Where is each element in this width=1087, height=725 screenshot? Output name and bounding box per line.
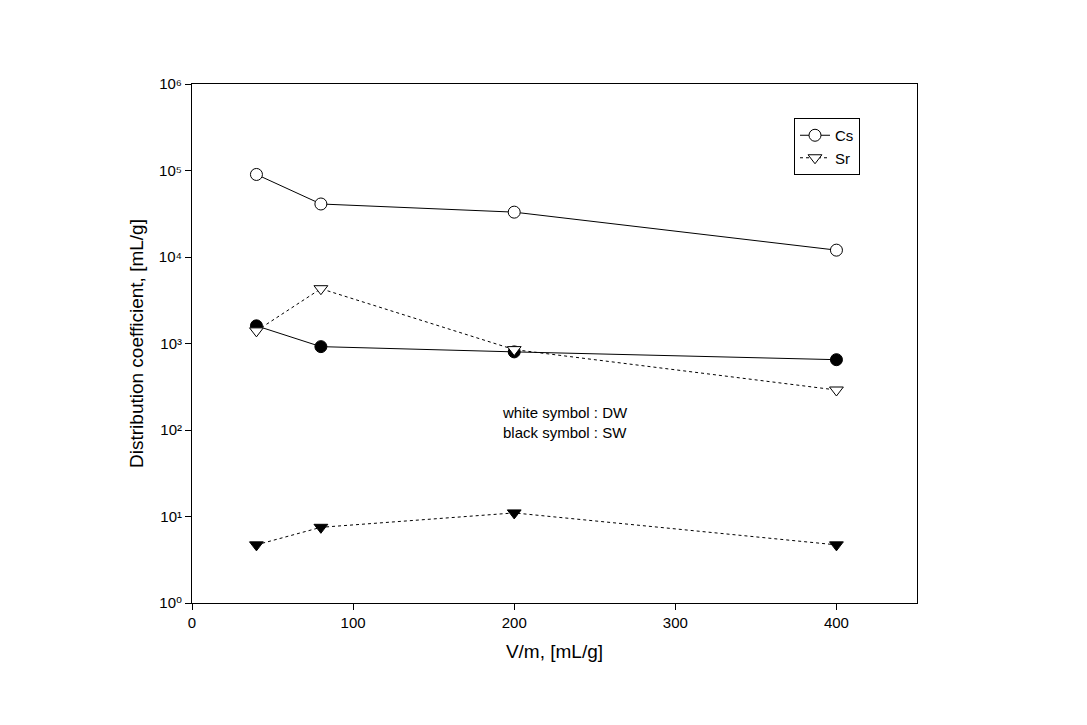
svg-text:100: 100 — [341, 614, 366, 631]
svg-text:white symbol : DWblack symbol: white symbol : DWblack symbol : SW — [502, 404, 628, 441]
svg-text:10²: 10² — [160, 421, 182, 438]
svg-text:10³: 10³ — [160, 335, 182, 352]
svg-text:0: 0 — [188, 614, 196, 631]
svg-text:10⁶: 10⁶ — [159, 75, 182, 92]
svg-text:10⁵: 10⁵ — [159, 162, 182, 179]
svg-text:400: 400 — [824, 614, 849, 631]
svg-text:10⁴: 10⁴ — [159, 248, 182, 265]
svg-text:200: 200 — [502, 614, 527, 631]
svg-text:V/m, [mL/g]: V/m, [mL/g] — [506, 641, 603, 662]
svg-text:10¹: 10¹ — [160, 508, 182, 525]
svg-text:Distribution coefficient, [mL/: Distribution coefficient, [mL/g] — [126, 219, 147, 468]
svg-text:300: 300 — [663, 614, 688, 631]
svg-text:Sr: Sr — [835, 150, 850, 167]
svg-text:10⁰: 10⁰ — [159, 594, 182, 611]
svg-text:Cs: Cs — [835, 127, 853, 144]
